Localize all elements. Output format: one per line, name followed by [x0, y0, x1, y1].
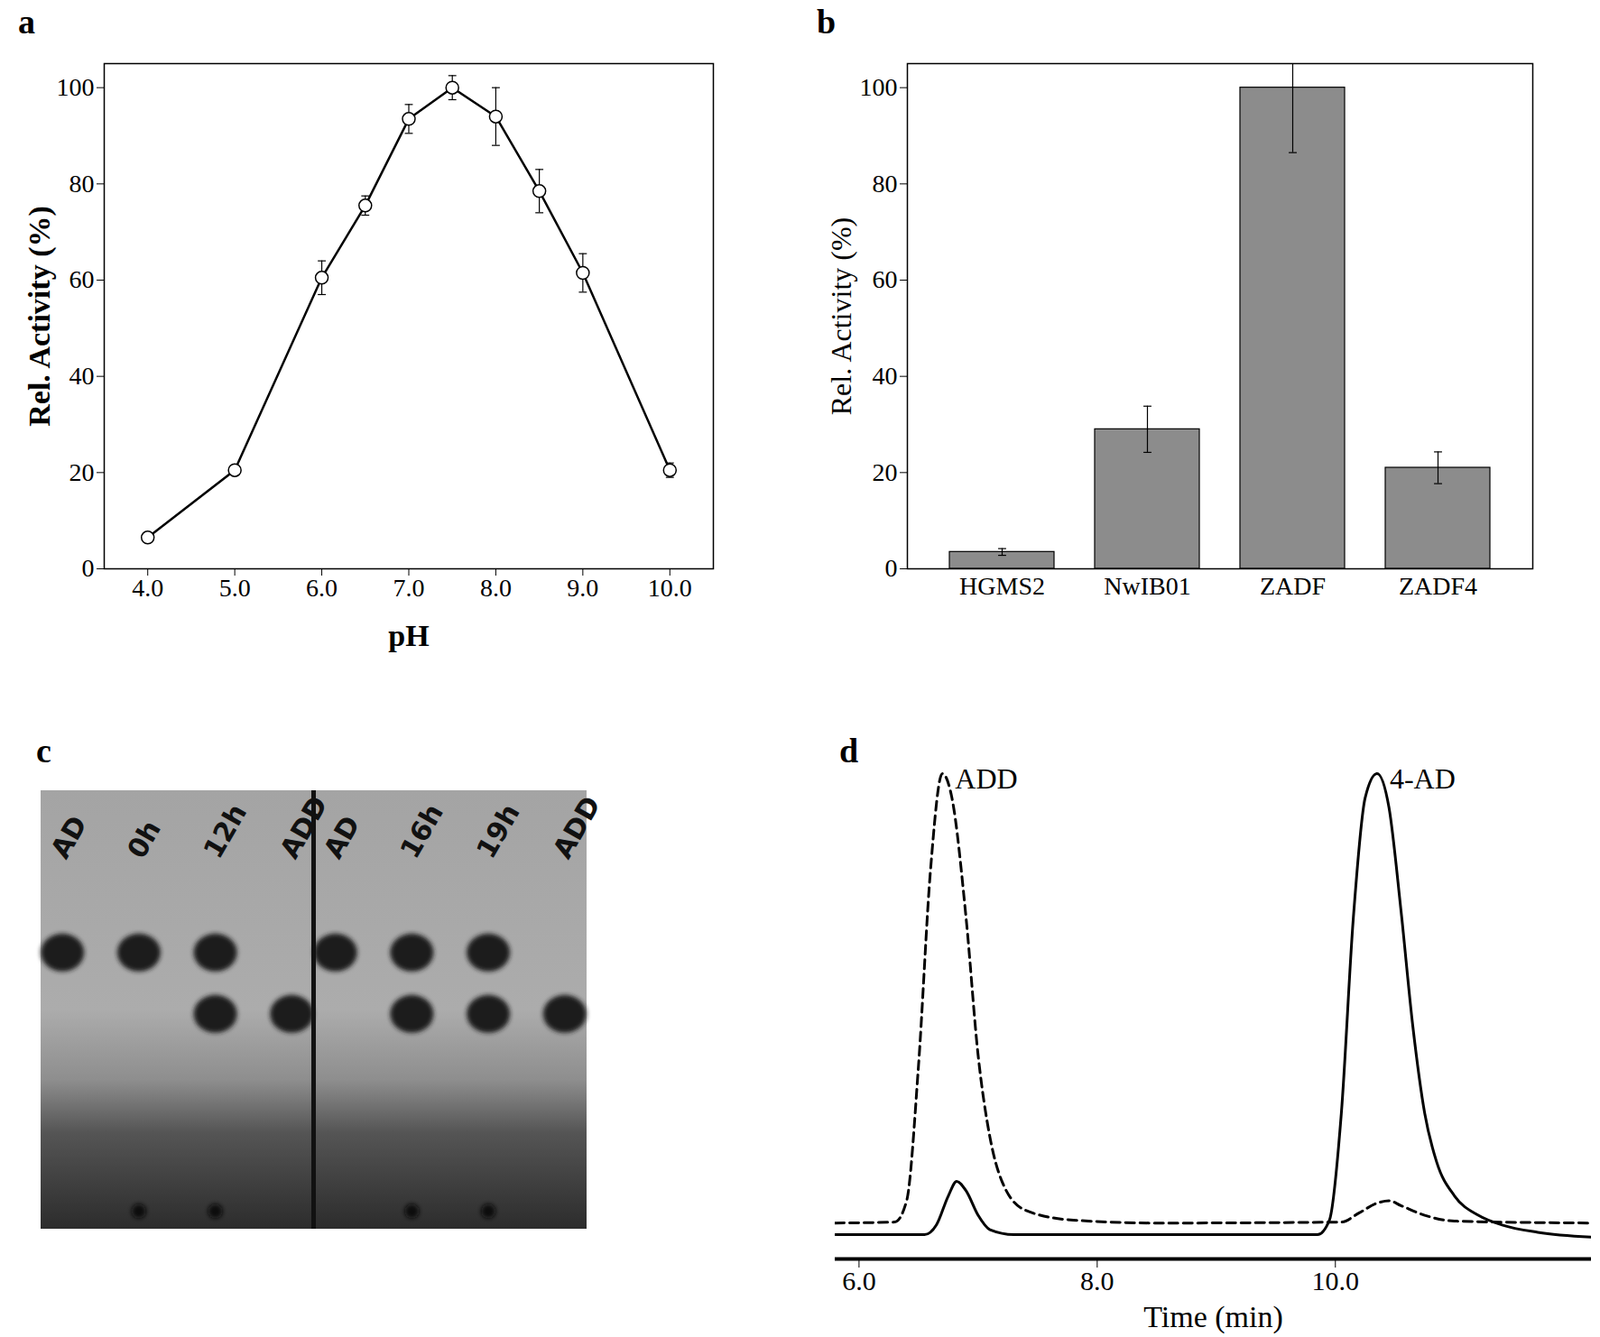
svg-text:100: 100 [56, 73, 95, 102]
svg-text:AD: AD [44, 810, 93, 864]
svg-text:16h: 16h [393, 798, 450, 864]
svg-text:10.0: 10.0 [1312, 1266, 1360, 1296]
svg-text:Rel. Activity (%): Rel. Activity (%) [22, 205, 57, 427]
svg-text:ADD: ADD [273, 790, 334, 864]
svg-text:6.0: 6.0 [305, 573, 338, 602]
svg-text:0: 0 [885, 554, 898, 583]
svg-text:12h: 12h [196, 798, 253, 864]
svg-text:40: 40 [872, 361, 898, 390]
html-text:c: c [36, 731, 52, 770]
svg-text:10.0: 10.0 [647, 573, 693, 602]
html-text:d: d [839, 731, 859, 770]
svg-text:pH: pH [388, 619, 429, 653]
svg-text:HGMS2: HGMS2 [959, 572, 1046, 601]
svg-text:60: 60 [872, 265, 898, 294]
html-text:a: a [18, 2, 36, 41]
svg-text:8.0: 8.0 [1080, 1266, 1115, 1296]
html-text:b: b [816, 2, 836, 41]
svg-text:20: 20 [69, 458, 95, 487]
svg-text:6.0: 6.0 [841, 1266, 877, 1296]
svg-text:4.0: 4.0 [131, 573, 164, 602]
svg-text:9.0: 9.0 [566, 573, 599, 602]
svg-text:ZADF4: ZADF4 [1398, 572, 1478, 601]
svg-text:8.0: 8.0 [480, 573, 512, 602]
svg-text:ADD: ADD [546, 791, 608, 865]
svg-text:60: 60 [69, 265, 95, 294]
svg-text:ADD: ADD [954, 762, 1018, 796]
svg-text:0h: 0h [120, 814, 167, 864]
svg-text:19h: 19h [470, 798, 527, 864]
svg-text:20: 20 [872, 458, 898, 487]
svg-text:ZADF: ZADF [1259, 572, 1326, 601]
svg-text:NwIB01: NwIB01 [1103, 572, 1191, 601]
svg-text:7.0: 7.0 [393, 573, 426, 602]
svg-text:40: 40 [69, 361, 95, 390]
svg-text:5.0: 5.0 [219, 573, 251, 602]
svg-text:0: 0 [82, 554, 95, 583]
svg-text:Rel. Activity (%): Rel. Activity (%) [824, 217, 858, 417]
svg-text:100: 100 [860, 73, 898, 102]
svg-text:AD: AD [316, 810, 366, 864]
svg-text:Time (min): Time (min) [1143, 1300, 1284, 1335]
svg-text:80: 80 [872, 169, 898, 198]
svg-text:80: 80 [69, 169, 95, 198]
svg-text:4-AD: 4-AD [1389, 762, 1456, 796]
